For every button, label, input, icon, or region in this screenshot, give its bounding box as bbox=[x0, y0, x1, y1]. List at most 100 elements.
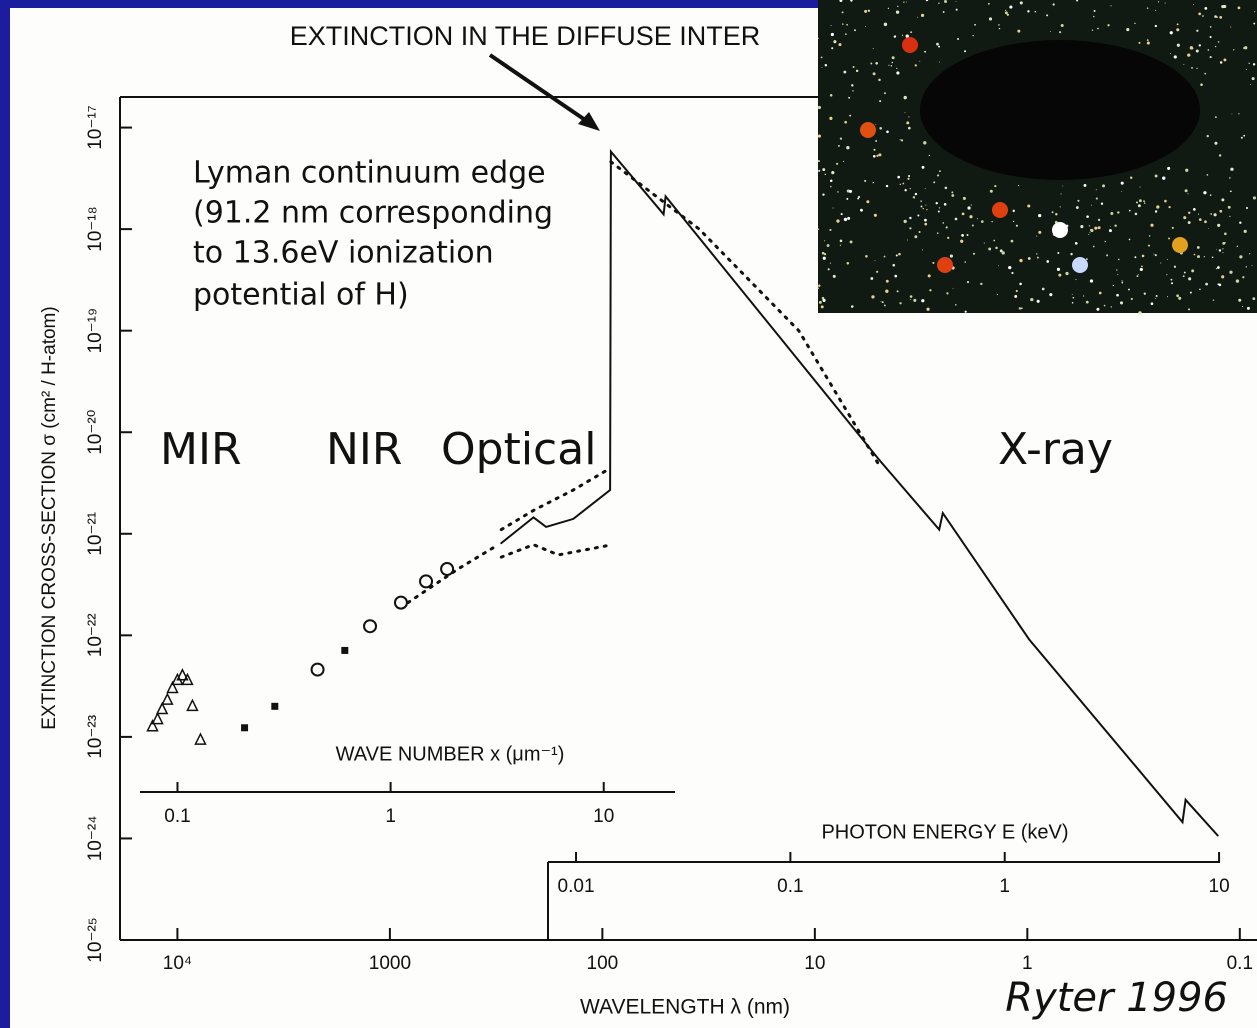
star bbox=[855, 69, 859, 73]
region-label: Optical bbox=[441, 424, 596, 475]
star bbox=[1027, 257, 1031, 260]
star bbox=[903, 219, 907, 224]
star bbox=[942, 11, 945, 13]
star bbox=[957, 38, 959, 40]
star bbox=[1202, 15, 1204, 17]
star bbox=[893, 35, 897, 38]
star bbox=[925, 204, 927, 206]
star bbox=[961, 234, 964, 237]
star bbox=[874, 260, 876, 262]
star bbox=[1076, 0, 1078, 2]
star bbox=[908, 175, 911, 178]
star bbox=[883, 255, 886, 258]
star bbox=[820, 56, 823, 59]
star bbox=[1129, 176, 1133, 179]
x-tick-label: 0.1 bbox=[1227, 953, 1253, 974]
star bbox=[1006, 13, 1009, 16]
star bbox=[1075, 206, 1079, 209]
chart-title: EXTINCTION IN THE DIFFUSE INTER bbox=[290, 21, 761, 51]
star bbox=[1230, 26, 1232, 28]
star bbox=[966, 234, 969, 237]
star bbox=[1019, 258, 1023, 263]
star bbox=[842, 23, 844, 25]
star bbox=[850, 0, 853, 2]
star bbox=[987, 2, 990, 5]
star bbox=[1080, 225, 1084, 229]
star bbox=[964, 50, 967, 53]
star bbox=[1229, 190, 1232, 193]
star bbox=[870, 277, 874, 280]
star bbox=[1126, 28, 1130, 32]
star bbox=[831, 47, 834, 50]
y-tick-label: 10⁻¹⁷ bbox=[85, 105, 106, 149]
star bbox=[885, 289, 889, 293]
star bbox=[1198, 44, 1201, 47]
star bbox=[902, 182, 905, 185]
star bbox=[1134, 256, 1137, 259]
star bbox=[1222, 252, 1224, 254]
star bbox=[836, 162, 839, 165]
star bbox=[1110, 5, 1112, 7]
star bbox=[1197, 255, 1200, 259]
y-tick-label: 10⁻²³ bbox=[85, 715, 106, 759]
star bbox=[821, 296, 825, 300]
star bbox=[818, 300, 822, 304]
star bbox=[849, 114, 852, 117]
star bbox=[1178, 296, 1182, 300]
star bbox=[1203, 191, 1207, 195]
star bbox=[921, 299, 925, 303]
square-marker bbox=[271, 702, 279, 710]
star bbox=[1082, 295, 1085, 297]
star bbox=[1116, 293, 1119, 297]
star bbox=[826, 244, 830, 247]
star bbox=[1065, 271, 1069, 276]
star bbox=[951, 194, 955, 197]
star bbox=[857, 197, 860, 200]
star bbox=[914, 192, 918, 196]
star bbox=[1094, 226, 1098, 230]
series-line bbox=[406, 543, 500, 605]
star bbox=[817, 37, 819, 39]
star bbox=[938, 207, 941, 209]
star bbox=[1049, 293, 1053, 297]
series-line bbox=[500, 148, 1219, 837]
star bbox=[945, 226, 948, 229]
star bbox=[830, 185, 832, 188]
star bbox=[1183, 216, 1187, 220]
star bbox=[1192, 4, 1194, 5]
x-tick-label: 10⁴ bbox=[163, 953, 192, 974]
star bbox=[1216, 248, 1218, 250]
x-tick-label: 0.01 bbox=[558, 876, 595, 897]
star bbox=[1150, 223, 1154, 227]
star bbox=[1138, 199, 1142, 203]
star bbox=[1137, 204, 1141, 208]
star bbox=[1019, 282, 1022, 286]
star bbox=[1166, 296, 1169, 298]
star bbox=[833, 40, 837, 44]
star bbox=[1027, 204, 1031, 208]
star bbox=[1223, 58, 1227, 62]
star bbox=[1229, 215, 1231, 217]
star bbox=[892, 263, 896, 267]
star bbox=[1112, 284, 1114, 287]
star bbox=[908, 126, 911, 130]
star bbox=[1243, 46, 1246, 50]
top-border bbox=[0, 0, 1257, 8]
star bbox=[1219, 61, 1223, 64]
star bbox=[1121, 281, 1124, 284]
star bbox=[881, 301, 884, 304]
star bbox=[851, 84, 854, 87]
star bbox=[1038, 214, 1042, 218]
star bbox=[999, 249, 1003, 253]
star bbox=[1212, 299, 1215, 301]
star bbox=[1093, 10, 1096, 12]
star bbox=[896, 290, 899, 293]
star bbox=[1119, 301, 1124, 305]
star bbox=[1196, 29, 1199, 32]
x-tick-label: 0.1 bbox=[777, 876, 803, 897]
star bbox=[1248, 62, 1250, 65]
star bbox=[1240, 136, 1243, 139]
star bbox=[839, 0, 843, 2]
star bbox=[1121, 191, 1123, 192]
